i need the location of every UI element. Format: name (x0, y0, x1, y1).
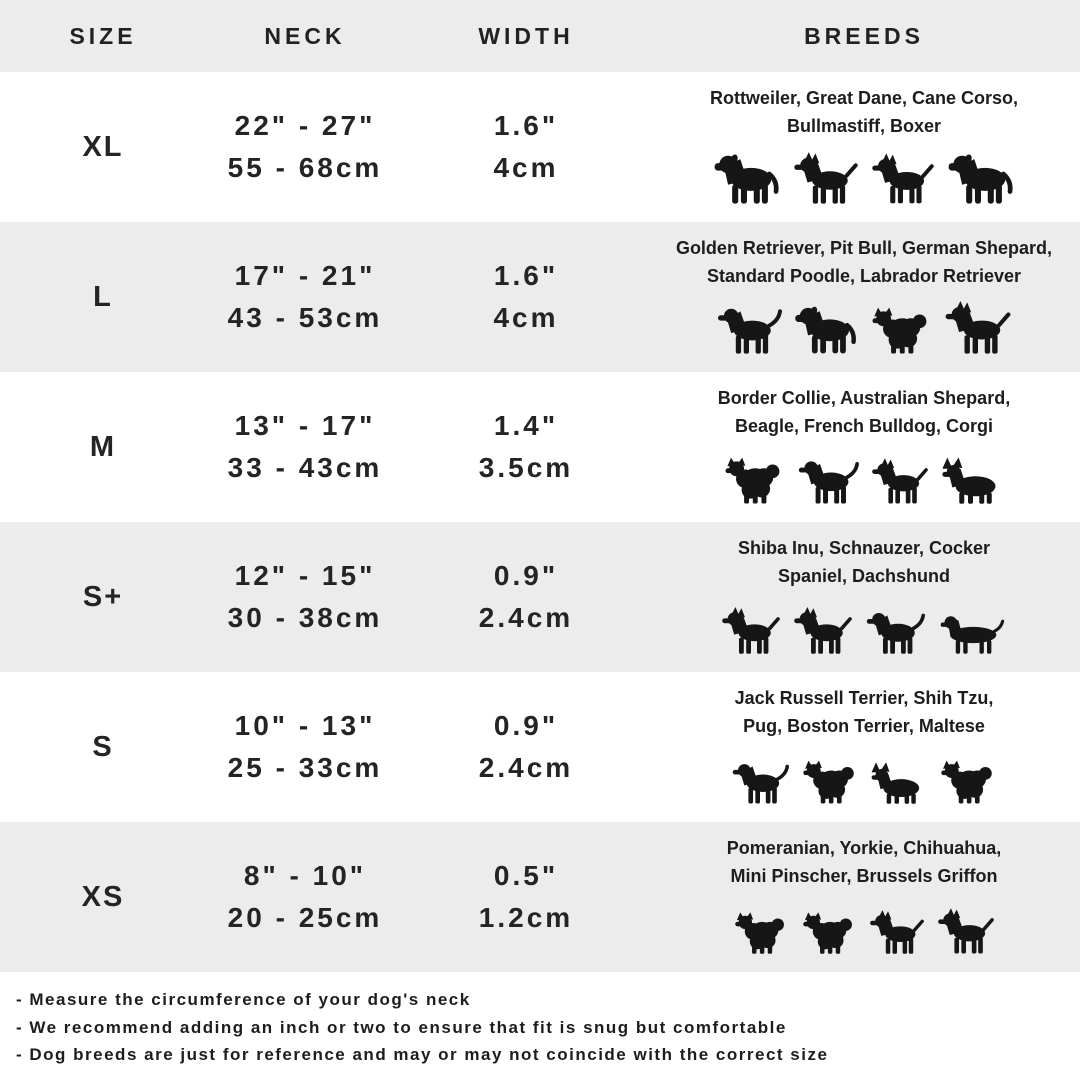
neck-cm: 55 - 68cm (227, 152, 383, 183)
neck-inches: 13" - 17" (234, 410, 376, 441)
dog-silhouettes (713, 147, 1015, 205)
size-value: XL (82, 130, 124, 163)
border-collie-dog-icon (723, 455, 785, 505)
french-bulldog-dog-icon (871, 458, 929, 505)
dog-silhouettes (731, 747, 997, 805)
neck-cm: 30 - 38cm (227, 602, 383, 633)
table-row: M 13" - 17" 33 - 43cm 1.4" 3.5cm Border … (0, 372, 1080, 522)
size-value: XS (81, 880, 125, 913)
footnote-reference: - Dog breeds are just for reference and … (16, 1045, 829, 1065)
breeds-list-line2: Pug, Boston Terrier, Maltese (743, 715, 985, 736)
chihuahua-dog-icon (869, 910, 925, 955)
cocker-spaniel-dog-icon (865, 607, 925, 655)
footnote-measure: - Measure the circumference of your dog'… (16, 990, 471, 1009)
breeds-list-line1: Pomeranian, Yorkie, Chihuahua, (726, 838, 1002, 858)
width-cm: 2.4cm (478, 752, 574, 783)
width-inches: 1.6" (493, 110, 559, 141)
table-row: L 17" - 21" 43 - 53cm 1.6" 4cm Golden Re… (0, 222, 1080, 372)
beagle-dog-icon (797, 455, 859, 505)
neck-inches: 22" - 27" (234, 110, 376, 141)
neck-inches: 12" - 15" (234, 560, 376, 591)
german-shepard-dog-icon (944, 301, 1012, 355)
width-cm: 4cm (493, 302, 559, 333)
width-inches: 1.4" (493, 410, 559, 441)
pomeranian-dog-icon (733, 910, 789, 955)
size-value: M (89, 430, 117, 463)
rottweiler-dog-icon (713, 151, 781, 205)
width-inches: 0.5" (493, 860, 559, 891)
width-cm: 3.5cm (478, 452, 574, 483)
width-cm: 2.4cm (478, 602, 574, 633)
jack-russell-dog-icon (731, 758, 789, 805)
breeds-list-line2: Beagle, French Bulldog, Corgi (734, 415, 994, 436)
breeds-list-line1: Rottweiler, Great Dane, Cane Corso, (709, 88, 1019, 108)
table-header-row: SIZE NECK WIDTH BREEDS (0, 0, 1080, 72)
breeds-list-line1: Golden Retriever, Pit Bull, German Shepa… (675, 238, 1053, 258)
footnotes: - Measure the circumference of your dog'… (0, 972, 1080, 1080)
breeds-list-line2: Standard Poodle, Labrador Retriever (706, 265, 1022, 286)
bullmastiff-dog-icon (947, 151, 1015, 205)
width-inches: 1.6" (493, 260, 559, 291)
pit-bull-dog-icon (794, 303, 858, 355)
size-value: L (93, 280, 113, 313)
breeds-list-line2: Spaniel, Dachshund (777, 565, 950, 586)
dog-silhouettes (716, 297, 1012, 355)
breeds-list-line1: Border Collie, Australian Shepard, (717, 388, 1011, 408)
width-inches: 0.9" (493, 710, 559, 741)
mini-pinscher-dog-icon (937, 908, 995, 955)
schnauzer-dog-icon (793, 607, 853, 655)
dog-silhouettes (723, 447, 1005, 505)
breeds-list-line2: Mini Pinscher, Brussels Griffon (730, 865, 998, 886)
shih-tzu-dog-icon (801, 758, 859, 805)
footnote-recommend: - We recommend adding an inch or two to … (16, 1017, 787, 1037)
width-inches: 0.9" (493, 560, 559, 591)
neck-inches: 8" - 10" (243, 860, 367, 891)
maltese-dog-icon (939, 758, 997, 805)
dog-silhouettes (721, 597, 1007, 655)
neck-inches: 10" - 13" (234, 710, 376, 741)
dog-silhouettes (733, 897, 995, 955)
breeds-list-line1: Jack Russell Terrier, Shih Tzu, (734, 688, 994, 708)
neck-cm: 33 - 43cm (227, 452, 383, 483)
golden-retriever-dog-icon (716, 302, 782, 355)
cane-corso-dog-icon (871, 153, 935, 205)
table-row: S 10" - 13" 25 - 33cm 0.9" 2.4cm Jack Ru… (0, 672, 1080, 822)
shiba-inu-dog-icon (721, 607, 781, 655)
size-value: S+ (82, 580, 124, 613)
table-row: XL 22" - 27" 55 - 68cm 1.6" 4cm Rottweil… (0, 72, 1080, 222)
neck-cm: 43 - 53cm (227, 302, 383, 333)
poodle-dog-icon (870, 305, 932, 355)
breeds-list-line2: Bullmastiff, Boxer (786, 115, 942, 136)
width-cm: 1.2cm (478, 902, 574, 933)
breeds-list-line1: Shiba Inu, Schnauzer, Cocker (737, 538, 991, 558)
column-header-width: WIDTH (478, 22, 574, 49)
pug-dog-icon (871, 760, 927, 805)
table-row: S+ 12" - 15" 30 - 38cm 0.9" 2.4cm Shiba … (0, 522, 1080, 672)
column-header-size: SIZE (69, 22, 137, 49)
neck-inches: 17" - 21" (234, 260, 376, 291)
neck-cm: 25 - 33cm (227, 752, 383, 783)
size-value: S (92, 730, 114, 763)
neck-cm: 20 - 25cm (227, 902, 383, 933)
yorkie-dog-icon (801, 910, 857, 955)
dachshund-dog-icon (937, 605, 1007, 655)
width-cm: 4cm (493, 152, 559, 183)
corgi-dog-icon (941, 455, 1005, 505)
great-dane-dog-icon (793, 152, 859, 205)
column-header-neck: NECK (264, 22, 346, 49)
column-header-breeds: BREEDS (804, 22, 924, 49)
table-row: XS 8" - 10" 20 - 25cm 0.5" 1.2cm Pomeran… (0, 822, 1080, 972)
